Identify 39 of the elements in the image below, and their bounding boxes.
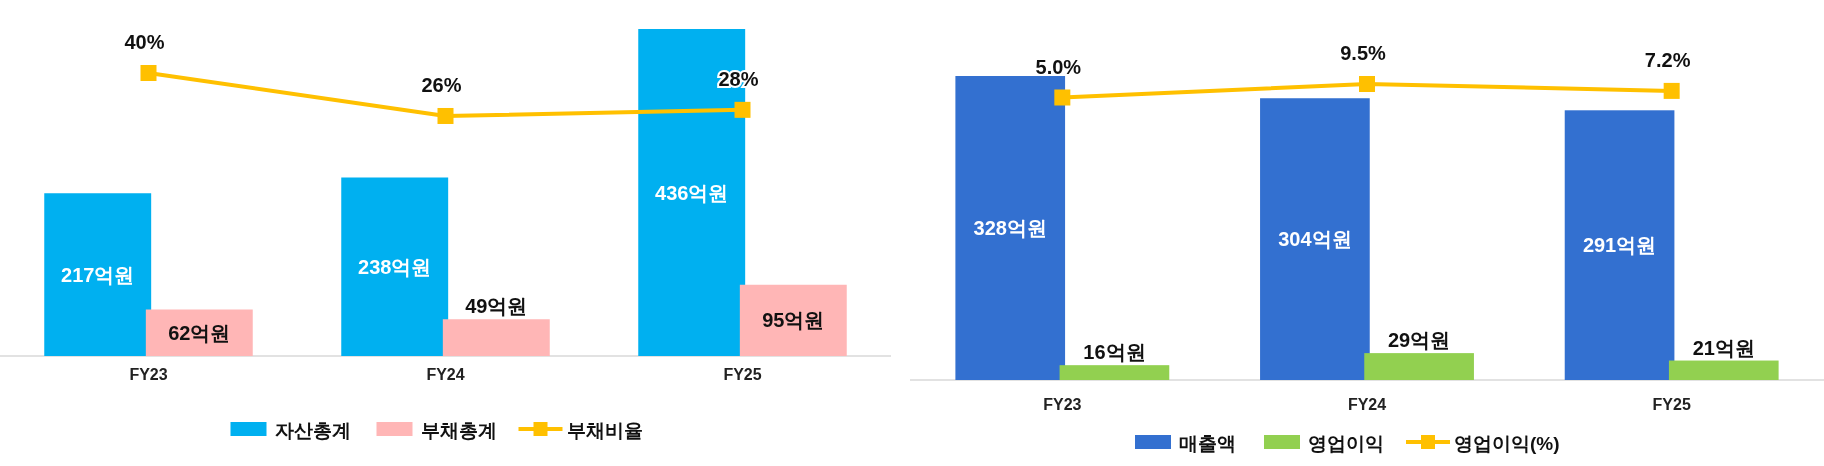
x-tick-label: FY23 [1043,396,1082,413]
data-label: 238억원 [358,255,432,278]
bar [1364,353,1474,380]
bar [739,284,847,356]
x-tick-label: FY25 [1652,396,1691,413]
bar [1059,365,1170,380]
legend-label: 영업이익(%) [1454,433,1560,454]
data-label: 9.5% [1340,42,1387,64]
data-label: 62억원 [168,321,231,344]
x-tick-label: FY24 [1347,396,1387,413]
legend-label: 자산총계 [274,420,351,441]
legend-label: 매출액 [1179,433,1236,454]
data-label: 26% [421,73,462,96]
data-label: 21억원 [1692,336,1755,359]
data-label: 7.2% [1644,48,1691,71]
bar [955,76,1066,380]
bar [341,177,449,356]
data-label: 40% [124,31,165,53]
data-label: 29억원 [1387,329,1451,352]
data-label: 304억원 [1278,228,1352,251]
data-label: 291억원 [1582,234,1657,257]
x-tick-label: FY23 [129,366,168,383]
legend-label: 부채총계 [420,420,497,441]
legend-label: 영업이익 [1308,433,1384,454]
data-label: 436억원 [655,181,729,204]
bar [1668,360,1779,380]
data-label: 217억원 [61,263,135,286]
data-label: 49억원 [465,295,528,318]
legend-label: 부채비율 [566,420,643,441]
data-label: 16억원 [1083,341,1146,364]
bar [1564,110,1675,380]
bar [1260,98,1370,380]
bar [442,319,550,356]
x-tick-label: FY24 [426,366,465,383]
data-label: 95억원 [762,309,825,332]
x-tick-label: FY25 [723,366,762,383]
bar [44,193,152,356]
data-label: 328억원 [973,217,1047,239]
data-label: 5.0% [1035,55,1082,78]
